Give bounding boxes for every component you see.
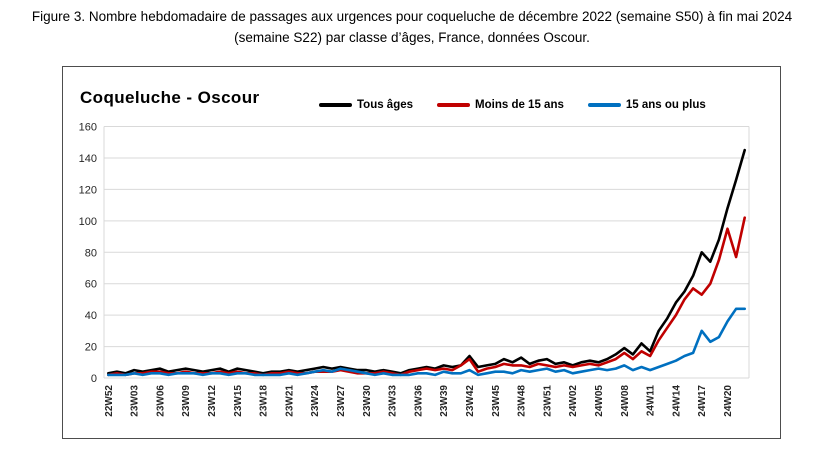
- x-tick-label: 24W14: [671, 385, 682, 417]
- x-tick-label: 24W02: [568, 385, 579, 417]
- y-tick-label: 80: [85, 247, 97, 259]
- x-tick-label: 23W06: [155, 385, 166, 417]
- legend-label: 15 ans ou plus: [625, 99, 706, 111]
- x-tick-label: 23W15: [233, 385, 244, 417]
- series-line: [106, 307, 747, 377]
- x-tick-label: 23W27: [336, 385, 347, 417]
- x-tick-label: 23W39: [439, 385, 450, 417]
- x-tick-label: 23W33: [388, 385, 399, 417]
- x-tick-label: 24W08: [620, 385, 631, 417]
- y-tick-label: 40: [85, 310, 97, 322]
- x-tick-label: 22W52: [104, 385, 115, 417]
- y-tick-label: 100: [79, 216, 97, 228]
- y-tick-label: 0: [91, 373, 97, 385]
- legend-line-swatch: [319, 103, 352, 107]
- x-tick-label: 23W51: [542, 385, 553, 417]
- y-tick-label: 20: [85, 342, 97, 354]
- legend-label: Tous âges: [357, 99, 414, 111]
- x-tick-label: 23W03: [130, 385, 141, 417]
- y-tick-label: 160: [79, 122, 97, 134]
- y-tick-label: 60: [85, 279, 97, 291]
- x-tick-label: 23W30: [362, 385, 373, 417]
- caption-line-2: (semaine S22) par classe d’âges, France,…: [234, 30, 590, 45]
- x-tick-label: 23W12: [207, 385, 218, 417]
- x-tick-label: 24W05: [594, 385, 605, 417]
- legend-item: 15 ans ou plus: [587, 99, 706, 111]
- x-tick-label: 24W11: [646, 385, 657, 417]
- chart-title: Coqueluche - Oscour: [80, 88, 260, 107]
- caption-line-1: Figure 3. Nombre hebdomadaire de passage…: [31, 9, 793, 24]
- x-tick-label: 24W20: [723, 385, 734, 417]
- legend-line-swatch: [437, 103, 471, 107]
- chart-legend: Tous âges Moins de 15 ans 15 ans ou plus: [319, 99, 706, 111]
- series-line: [106, 148, 747, 375]
- x-tick-label: 23W36: [413, 385, 424, 417]
- x-tick-label: 23W45: [491, 385, 502, 417]
- x-tick-label: 23W48: [517, 385, 528, 417]
- plot-area: 0 20 40 60 80 100 120 140 160 22W52 23W03 23W06 23W0…: [79, 122, 750, 417]
- x-tick-label: 23W42: [465, 385, 476, 417]
- figure-caption: Figure 3. Nombre hebdomadaire de passage…: [0, 6, 824, 48]
- chart-panel: Coqueluche - Oscour Tous âges Moins de 15…: [62, 66, 781, 439]
- legend-line-swatch: [587, 103, 621, 107]
- x-tick-label: 23W18: [259, 385, 270, 417]
- x-tick-label: 24W17: [697, 385, 708, 417]
- x-tick-label: 23W09: [181, 385, 192, 417]
- legend-item: Moins de 15 ans: [437, 99, 564, 111]
- legend-item: Tous âges: [319, 99, 413, 111]
- x-tick-label: 23W24: [310, 385, 321, 417]
- x-tick-label: 23W21: [284, 385, 295, 417]
- y-tick-label: 120: [79, 184, 97, 196]
- legend-label: Moins de 15 ans: [475, 99, 564, 111]
- y-tick-label: 140: [79, 153, 97, 165]
